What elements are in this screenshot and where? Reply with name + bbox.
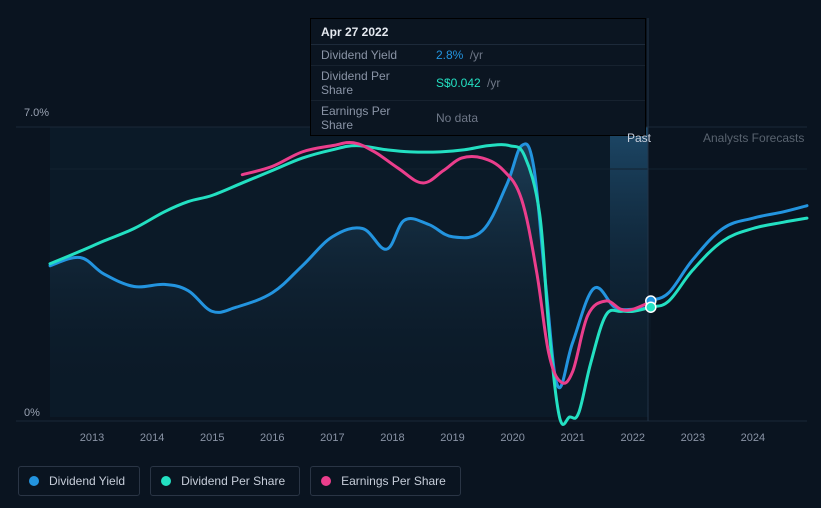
tooltip-table: Dividend Yield2.8% /yrDividend Per Share…: [311, 45, 645, 135]
tooltip-row: Earnings Per ShareNo data: [311, 101, 645, 136]
tooltip-row: Dividend Per ShareS$0.042 /yr: [311, 66, 645, 101]
legend-item-label: Dividend Per Share: [181, 474, 285, 488]
legend-item-label: Dividend Yield: [49, 474, 125, 488]
legend-item-dividend-yield[interactable]: Dividend Yield: [18, 466, 140, 496]
tooltip-row: Dividend Yield2.8% /yr: [311, 45, 645, 66]
x-axis-label: 2019: [440, 432, 464, 444]
tooltip-row-value: S$0.042 /yr: [426, 66, 645, 101]
past-region-label: Past: [627, 131, 651, 145]
x-axis-label: 2017: [320, 432, 344, 444]
tooltip-row-value: No data: [426, 101, 645, 136]
x-axis-label: 2021: [560, 432, 584, 444]
x-axis-label: 2022: [621, 432, 645, 444]
x-axis-label: 2014: [140, 432, 164, 444]
legend-dot-icon: [321, 476, 331, 486]
x-axis-label: 2020: [500, 432, 524, 444]
chart-container: Apr 27 2022 Dividend Yield2.8% /yrDivide…: [0, 0, 821, 508]
tooltip-row-label: Dividend Per Share: [311, 66, 426, 101]
chart-legend: Dividend Yield Dividend Per Share Earnings…: [18, 466, 461, 496]
y-axis-label: 0%: [24, 407, 40, 419]
tooltip-date: Apr 27 2022: [311, 19, 645, 45]
tooltip-row-value: 2.8% /yr: [426, 45, 645, 66]
chart-tooltip: Apr 27 2022 Dividend Yield2.8% /yrDivide…: [310, 18, 646, 136]
legend-dot-icon: [161, 476, 171, 486]
legend-dot-icon: [29, 476, 39, 486]
x-axis-label: 2013: [80, 432, 104, 444]
legend-item-label: Earnings Per Share: [341, 474, 446, 488]
y-axis-label: 7.0%: [24, 107, 49, 119]
x-axis-label: 2023: [681, 432, 705, 444]
tooltip-row-label: Dividend Yield: [311, 45, 426, 66]
x-axis-label: 2018: [380, 432, 404, 444]
legend-item-dividend-per-share[interactable]: Dividend Per Share: [150, 466, 300, 496]
x-axis-label: 2015: [200, 432, 224, 444]
legend-item-earnings-per-share[interactable]: Earnings Per Share: [310, 466, 461, 496]
x-axis-label: 2024: [741, 432, 765, 444]
forecast-region-label: Analysts Forecasts: [703, 131, 804, 145]
tooltip-row-label: Earnings Per Share: [311, 101, 426, 136]
x-axis-label: 2016: [260, 432, 284, 444]
